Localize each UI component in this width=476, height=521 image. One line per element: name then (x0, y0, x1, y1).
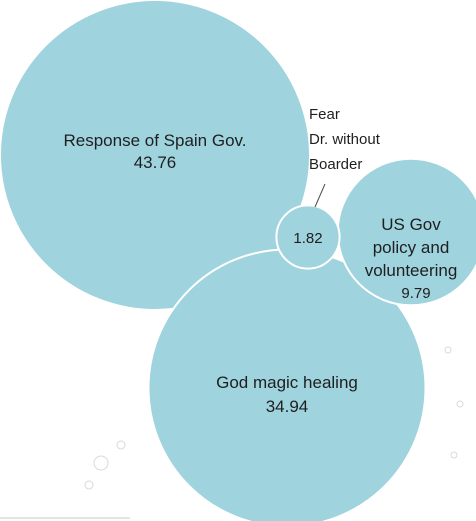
bubble-labels: Response of Spain Gov. 43.76 God magic h… (63, 106, 457, 416)
label-fear-line-2: Dr. without (309, 131, 381, 148)
faint-decoration (93, 455, 109, 471)
label-fear-line-1: Fear (309, 106, 340, 123)
value-us-gov: 9.79 (401, 285, 430, 302)
bubble-response-of-spain-gov (0, 0, 311, 311)
background-decorations (0, 346, 464, 519)
label-fear-line-3: Boarder (309, 156, 362, 173)
label-god-magic-healing: God magic healing (216, 373, 358, 392)
label-us-gov-line-2: policy and (373, 238, 450, 257)
faint-decoration (84, 480, 94, 490)
label-us-gov-line-3: volunteering (365, 261, 458, 280)
bubble-fear-dr-without-boarder (275, 204, 341, 270)
value-fear-dr-without-boarder: 1.82 (293, 230, 322, 247)
value-god-magic-healing: 34.94 (266, 397, 309, 416)
fear-label-leader (314, 183, 326, 208)
label-response-of-spain-gov: Response of Spain Gov. (63, 131, 246, 150)
faint-decoration (116, 440, 126, 450)
faint-decoration (456, 400, 464, 408)
label-us-gov-line-1: US Gov (381, 215, 441, 234)
value-response-of-spain-gov: 43.76 (134, 153, 177, 172)
faint-decoration (450, 451, 458, 459)
faint-decoration (444, 346, 452, 354)
